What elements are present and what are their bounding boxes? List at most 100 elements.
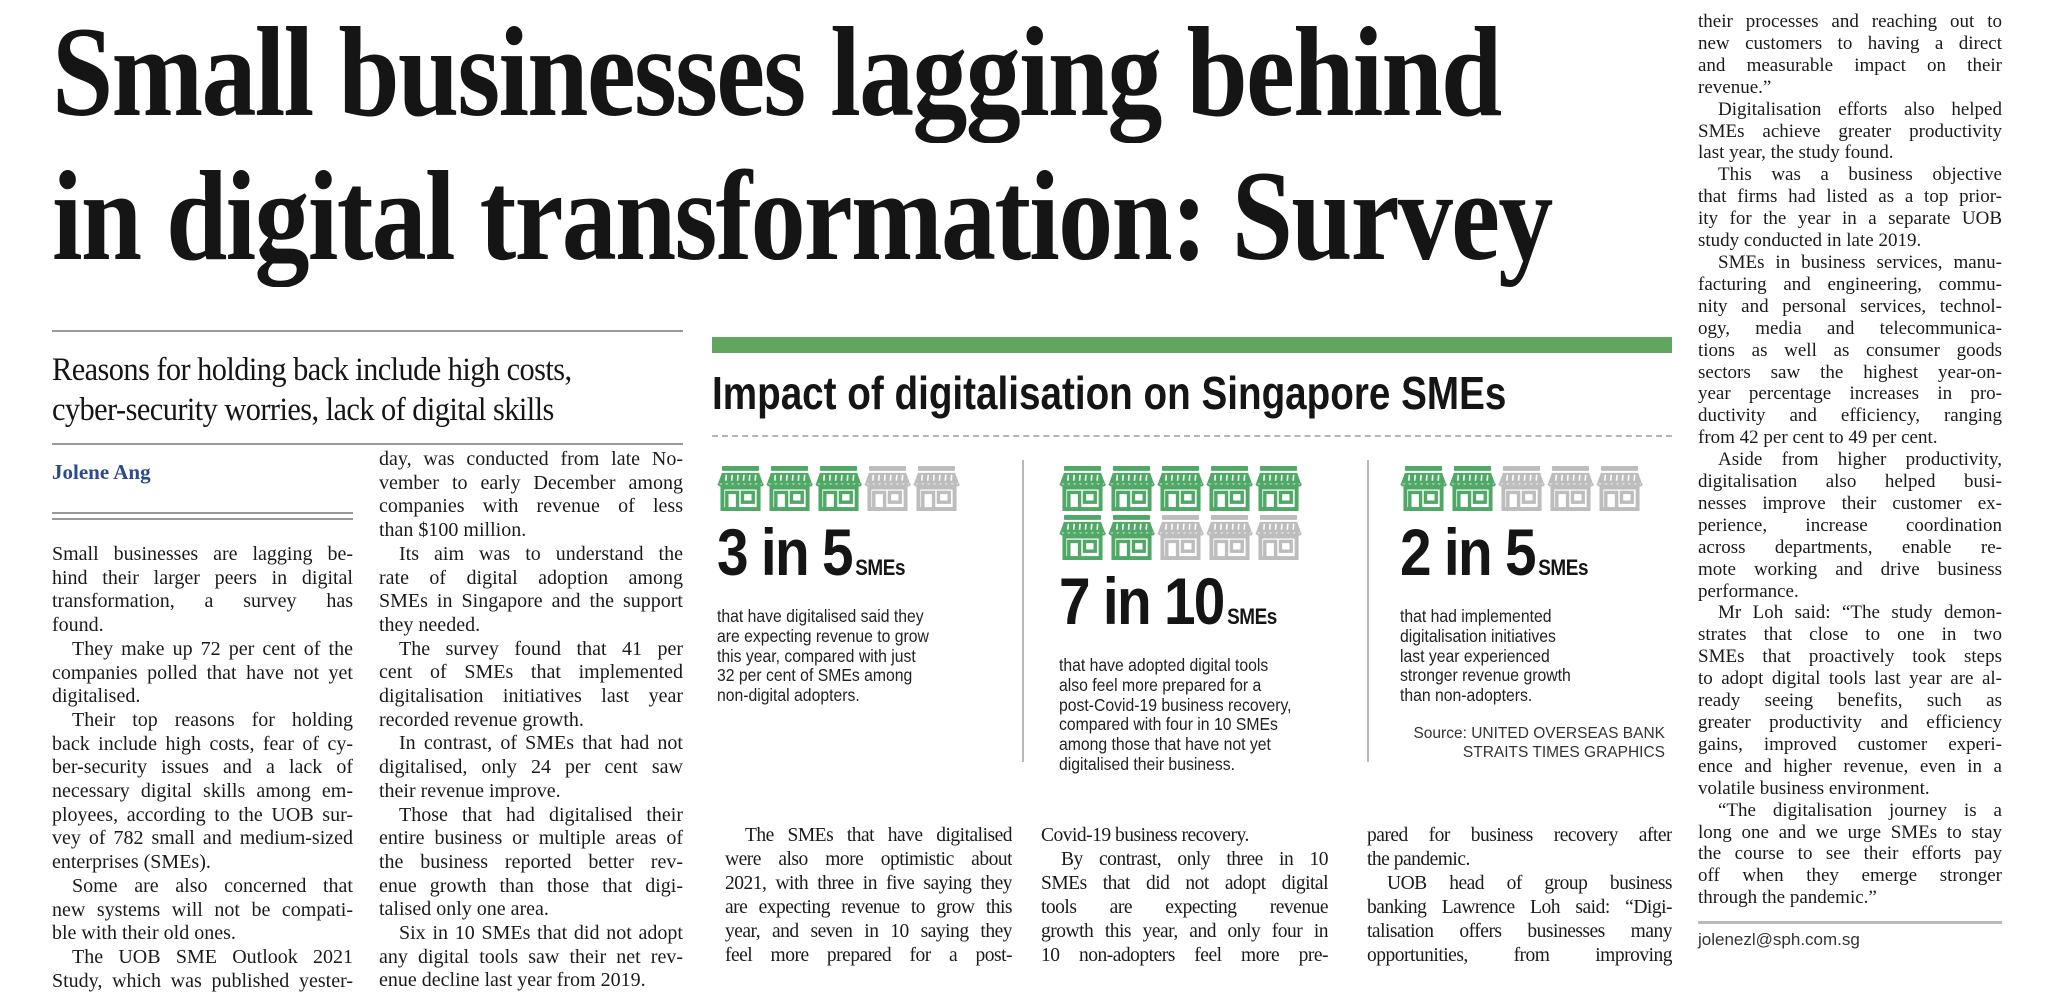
text-line: talised only one area.: [379, 898, 683, 922]
description-line: digitalisation initiatives: [1400, 627, 1625, 647]
text-line: In contrast, of SMEs that had not: [379, 732, 683, 756]
text-line: Their top reasons for holding: [52, 709, 353, 733]
text-line: Mr Loh said: “The study demon-: [1698, 602, 2002, 624]
storefront-icon: [1108, 515, 1155, 560]
text-line: their processes and reaching out to: [1698, 11, 2002, 33]
stat-number: 2 in 5: [1400, 515, 1535, 589]
text-line: ductivity and efficiency, ranging: [1698, 405, 2002, 427]
storefront-icon: [717, 466, 764, 511]
text-line: study conducted in late 2019.: [1698, 230, 2002, 252]
description-line: among those that have not yet: [1059, 735, 1292, 755]
storefront-icon: [1059, 515, 1106, 560]
text-line: strates that close to one in two: [1698, 624, 2002, 646]
text-line: ready seeing benefits, such as: [1698, 690, 2002, 712]
article-column-4: Covid-19 business recovery.By contrast, …: [1041, 824, 1328, 968]
text-line: digitalised, only 24 per cent saw: [379, 756, 683, 780]
headline-line: in digital transformation: Survey: [52, 144, 1552, 288]
paragraph: Covid-19 business recovery.: [1041, 824, 1328, 848]
text-line: performance.: [1698, 581, 2002, 603]
text-line: 2021, with three in five saying they: [725, 872, 1012, 896]
text-line: ber-security issues and a lack of: [52, 756, 353, 780]
paragraph: Small businesses are lagging be-hind the…: [52, 543, 353, 638]
text-line: Digitalisation efforts also helped: [1698, 99, 2002, 121]
paragraph: Aside from higher productivity,digitalis…: [1698, 449, 2002, 602]
paragraph: Mr Loh said: “The study demon-strates th…: [1698, 602, 2002, 799]
byline: Jolene Ang: [52, 460, 151, 485]
text-line: necessary digital skills among em-: [52, 780, 353, 804]
text-line: digitalisation also helped busi-: [1698, 471, 2002, 493]
text-line: tions as well as consumer goods: [1698, 340, 2002, 362]
description-line: stronger revenue growth: [1400, 666, 1625, 686]
text-line: The UOB SME Outlook 2021: [52, 946, 353, 970]
text-line: The SMEs that have digitalised: [725, 824, 1012, 848]
text-line: greater productivity and efficiency: [1698, 712, 2002, 734]
text-line: their revenue improve.: [379, 780, 683, 804]
stat-unit: SMEs: [1227, 604, 1277, 629]
text-line: growth this year, and only four in: [1041, 920, 1328, 944]
text-line: By contrast, only three in 10: [1041, 848, 1328, 872]
text-line: Some are also concerned that: [52, 875, 353, 899]
subheadline: Reasons for holding back include high co…: [52, 350, 812, 430]
panel-divider: [1022, 460, 1024, 762]
text-line: were also more optimistic about: [725, 848, 1012, 872]
text-line: the course to see their efforts pay: [1698, 843, 2002, 865]
article-column-2: day, was conducted from late No-vember t…: [379, 448, 683, 993]
text-line: vember to early December among: [379, 472, 683, 496]
description-line: than non-adopters.: [1400, 686, 1625, 706]
text-line: that firms had listed as a top prior-: [1698, 186, 2002, 208]
text-line: they needed.: [379, 614, 683, 638]
icon-array: [1400, 466, 1650, 511]
text-line: SMEs in business services, manu-: [1698, 252, 2002, 274]
text-line: new customers to having a direct: [1698, 33, 2002, 55]
text-line: companies polled that have not yet: [52, 662, 353, 686]
text-line: across departments, enable re-: [1698, 537, 2002, 559]
storefront-icon: [1059, 466, 1106, 511]
author-email[interactable]: jolenezl@sph.com.sg: [1698, 930, 1860, 950]
storefront-icon: [1255, 466, 1302, 511]
text-line: nesses improve their customer ex-: [1698, 493, 2002, 515]
infographic-title: Impact of digitalisation on Singapore SM…: [712, 366, 1506, 420]
storefront-icon: [1449, 466, 1496, 511]
text-line: entire business or multiple areas of: [379, 827, 683, 851]
text-line: ence and higher revenue, even in a: [1698, 756, 2002, 778]
text-line: UOB head of group business: [1367, 872, 1672, 896]
text-line: Aside from higher productivity,: [1698, 449, 2002, 471]
divider: [52, 443, 683, 445]
description-line: that have adopted digital tools: [1059, 656, 1292, 676]
headline: Small businesses lagging behind in digit…: [52, 0, 1796, 288]
text-line: off when they emerge stronger: [1698, 865, 2002, 887]
text-line: ogy, media and telecommunica-: [1698, 318, 2002, 340]
double-divider: [52, 512, 353, 520]
subheadline-line: Reasons for holding back include high co…: [52, 350, 751, 390]
source-line: Source: UNITED OVERSEAS BANK: [1380, 724, 1665, 743]
description-line: digitalised their business.: [1059, 755, 1292, 775]
text-line: talisation offers businesses many: [1367, 920, 1672, 944]
description-line: that have digitalised said they: [717, 607, 942, 627]
storefront-icon: [1400, 466, 1447, 511]
stat-number: 3 in 5: [717, 515, 852, 589]
text-line: SMEs achieve greater productivity: [1698, 121, 2002, 143]
paragraph: day, was conducted from late No-vember t…: [379, 448, 683, 543]
divider: [1698, 921, 2002, 924]
divider: [52, 330, 683, 332]
text-line: the business reported better rev-: [379, 851, 683, 875]
source-note: Source: UNITED OVERSEAS BANK STRAITS TIM…: [1380, 724, 1665, 762]
source-line: STRAITS TIMES GRAPHICS: [1380, 743, 1665, 762]
text-line: new systems will not be compati-: [52, 899, 353, 923]
text-line: facturing and engineering, commu-: [1698, 274, 2002, 296]
text-line: rate of digital adoption among: [379, 567, 683, 591]
